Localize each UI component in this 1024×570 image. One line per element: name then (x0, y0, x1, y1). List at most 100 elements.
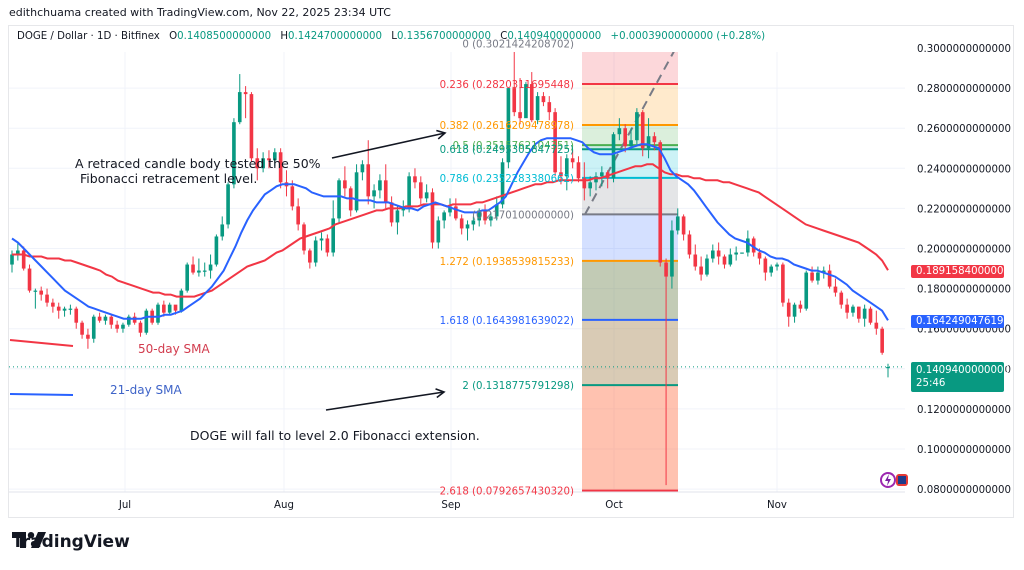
candle[interactable] (781, 262, 785, 307)
candle[interactable] (208, 254, 213, 279)
candle[interactable] (535, 92, 540, 125)
candle[interactable] (710, 244, 715, 263)
candle[interactable] (512, 44, 517, 117)
candle[interactable] (705, 254, 709, 277)
candle[interactable] (600, 166, 604, 187)
candle[interactable] (86, 328, 90, 349)
candle[interactable] (699, 256, 703, 281)
candle[interactable] (80, 320, 84, 339)
candle[interactable] (343, 166, 347, 197)
candle[interactable] (395, 206, 400, 235)
candle[interactable] (494, 196, 499, 221)
candle[interactable] (138, 320, 143, 337)
candle[interactable] (237, 74, 242, 125)
candle[interactable] (290, 180, 295, 211)
candle[interactable] (56, 302, 61, 319)
candle[interactable] (121, 322, 125, 333)
candle[interactable] (564, 154, 569, 191)
candle[interactable] (856, 306, 861, 323)
candle[interactable] (868, 306, 873, 325)
candle[interactable] (874, 310, 879, 335)
candle[interactable] (670, 220, 674, 289)
candle[interactable] (185, 262, 190, 293)
candle[interactable] (74, 306, 79, 329)
candle[interactable] (576, 156, 581, 183)
candle[interactable] (786, 298, 791, 327)
candle[interactable] (775, 262, 779, 271)
candle[interactable] (471, 216, 476, 231)
candle[interactable] (687, 230, 692, 259)
candle[interactable] (418, 176, 423, 205)
candle[interactable] (214, 234, 219, 267)
candle[interactable] (372, 184, 376, 209)
candle[interactable] (109, 314, 114, 329)
candle[interactable] (319, 232, 324, 251)
candle[interactable] (816, 266, 820, 285)
candle[interactable] (483, 204, 487, 225)
candle[interactable] (716, 242, 721, 265)
candle[interactable] (506, 88, 511, 169)
candle[interactable] (734, 246, 738, 261)
candle[interactable] (249, 92, 254, 163)
candle[interactable] (62, 306, 67, 317)
candle[interactable] (664, 258, 668, 486)
candle[interactable] (880, 326, 884, 355)
candle[interactable] (833, 278, 838, 297)
candle[interactable] (68, 304, 73, 315)
candle[interactable] (308, 248, 312, 269)
candle[interactable] (413, 168, 417, 189)
candle[interactable] (33, 288, 38, 309)
candle[interactable] (798, 300, 803, 313)
candle[interactable] (97, 312, 102, 323)
candle[interactable] (115, 320, 119, 333)
candle[interactable] (103, 314, 108, 325)
candle[interactable] (144, 308, 149, 335)
candle[interactable] (191, 256, 195, 275)
candle[interactable] (489, 212, 493, 227)
candle[interactable] (769, 264, 774, 277)
candle[interactable] (524, 82, 528, 119)
candle[interactable] (740, 252, 744, 255)
candle[interactable] (348, 186, 353, 217)
candle[interactable] (325, 234, 330, 257)
candle[interactable] (436, 216, 441, 249)
candle[interactable] (226, 182, 230, 229)
candle[interactable] (442, 210, 446, 229)
candle[interactable] (162, 300, 166, 317)
candle[interactable] (337, 178, 341, 223)
candle[interactable] (21, 246, 26, 271)
candle[interactable] (629, 128, 633, 149)
candle[interactable] (378, 174, 382, 199)
candle[interactable] (156, 302, 160, 325)
sma50-line[interactable] (12, 163, 889, 298)
candle[interactable] (635, 108, 639, 145)
candle[interactable] (594, 172, 598, 191)
candle[interactable] (27, 264, 32, 293)
symbol-label[interactable]: DOGE / Dollar · 1D · Bitfinex (17, 31, 160, 42)
candle[interactable] (126, 314, 131, 327)
candle[interactable] (232, 118, 236, 189)
candle[interactable] (681, 214, 686, 241)
candle[interactable] (839, 290, 844, 309)
candle[interactable] (389, 196, 394, 227)
candle[interactable] (16, 242, 20, 261)
candle[interactable] (553, 108, 557, 177)
candle[interactable] (623, 124, 628, 153)
candle[interactable] (804, 270, 809, 311)
candle[interactable] (167, 302, 172, 315)
candle[interactable] (255, 148, 260, 181)
candle[interactable] (459, 214, 464, 235)
candle[interactable] (313, 236, 318, 267)
candle[interactable] (366, 140, 371, 205)
candle[interactable] (430, 188, 435, 249)
candle[interactable] (383, 164, 388, 209)
candle[interactable] (722, 254, 727, 269)
candle[interactable] (693, 244, 698, 271)
candle[interactable] (845, 298, 849, 319)
candle[interactable] (360, 160, 365, 181)
candle[interactable] (640, 110, 645, 157)
candle[interactable] (354, 164, 359, 213)
tradingview-logo[interactable]: TradingView (12, 532, 130, 552)
candle[interactable] (529, 72, 534, 123)
